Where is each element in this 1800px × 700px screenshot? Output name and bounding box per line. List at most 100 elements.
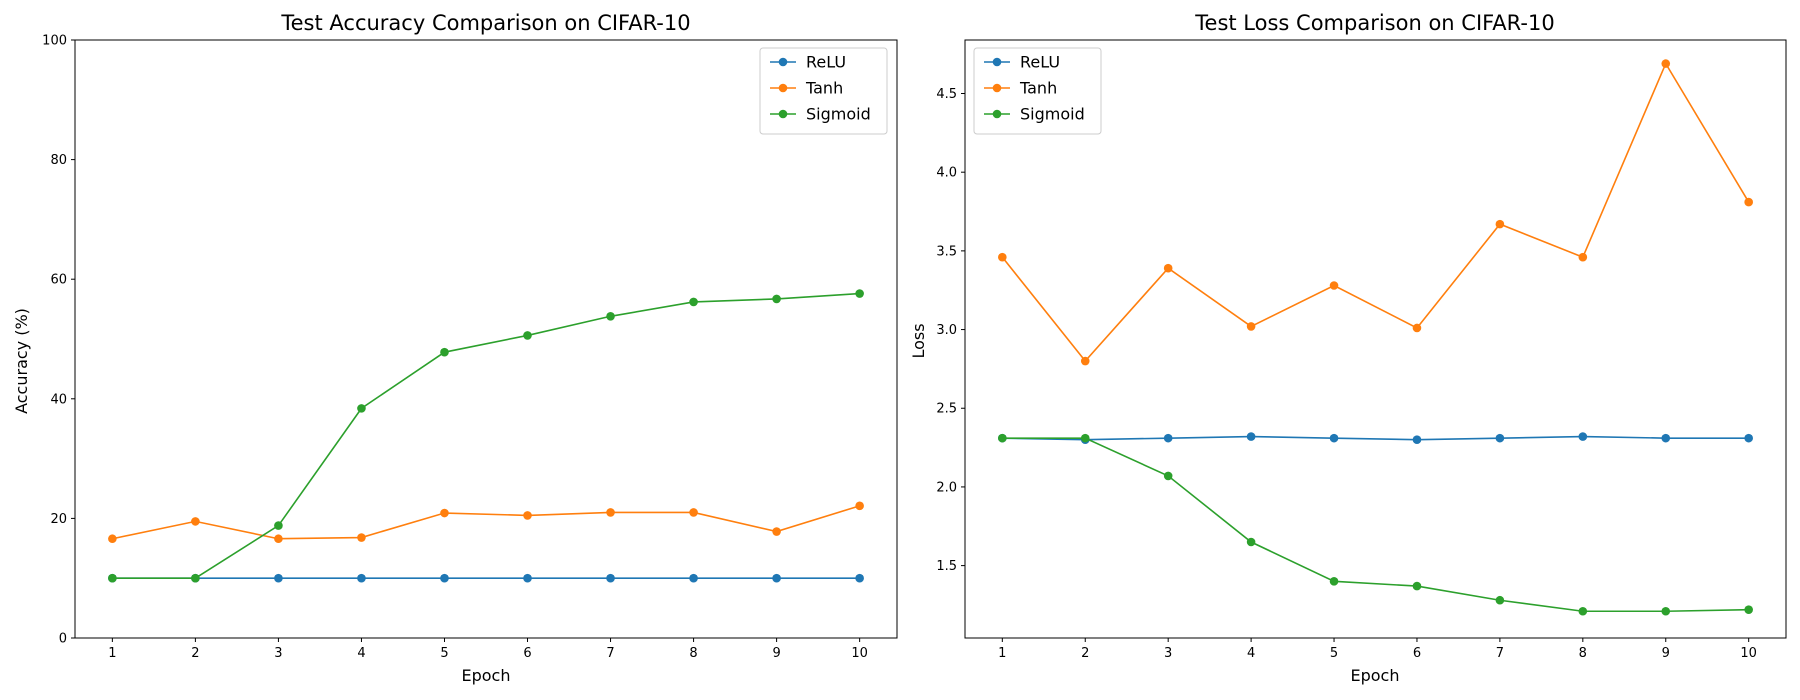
loss-chart-ytick-label: 4.5 [936,87,957,102]
loss-chart-ytick-label: 2.0 [936,480,957,495]
accuracy-chart-xtick-label: 10 [851,646,868,661]
loss-chart-tanh-point [1412,323,1422,333]
accuracy-chart-xtick-label: 8 [689,646,697,661]
loss-chart-xtick-label: 6 [1413,646,1421,661]
loss-chart-relu-point [1495,433,1505,443]
loss-chart-sigmoid-line [1002,437,1749,613]
loss-chart-xtick-label: 5 [1330,646,1338,661]
loss-chart-ytick-label: 1.5 [936,559,957,574]
loss-chart-sigmoid-point [1578,606,1588,616]
accuracy-chart-title: Test Accuracy Comparison on CIFAR-10 [280,11,690,35]
loss-chart-sigmoid-point [1744,605,1753,614]
loss-chart: Test Loss Comparison on CIFAR-10 Epoch L… [909,11,1787,685]
accuracy-chart-sigmoid-point [108,573,117,583]
accuracy-chart-sigmoid-point [606,311,615,321]
accuracy-chart-ytick-label: 100 [42,34,67,49]
loss-chart-legend-box [973,47,1102,135]
loss-chart-xtick-label: 9 [1662,646,1670,661]
accuracy-chart-sigmoid-point [772,294,781,304]
accuracy-chart-legend-sigmoid-label: Sigmoid [806,105,871,124]
loss-chart-tanh-line [1001,61,1750,363]
accuracy-chart-legend-tanh-marker [778,83,788,93]
loss-chart-ytick-label: 4.0 [936,166,957,181]
loss-chart-relu-point [1744,433,1753,443]
accuracy-chart-relu-point [855,573,864,583]
loss-chart-tanh-point [1329,281,1339,290]
loss-chart-sigmoid-point [1495,595,1505,605]
accuracy-chart-xtick-label: 1 [108,646,116,661]
accuracy-chart-xtick-label: 4 [357,646,365,661]
accuracy-chart-legend-relu-marker [778,57,788,67]
accuracy-chart-legend-tanh-label: Tanh [805,79,843,98]
accuracy-chart-xtick-label: 3 [274,646,282,661]
accuracy-chart: Test Accuracy Comparison on CIFAR-10 Epo… [12,11,898,685]
loss-chart-xtick-label: 7 [1496,646,1504,661]
loss-chart-relu-point [1412,435,1422,445]
loss-chart-tanh-point [1163,263,1173,273]
loss-chart-xtick-label: 4 [1247,646,1255,661]
loss-chart-xtick-label: 3 [1164,646,1172,661]
loss-chart-ytick-label: 2.5 [936,402,957,417]
accuracy-chart-legend-box [759,47,888,135]
loss-chart-tanh-point [1661,59,1671,68]
accuracy-chart-tanh-point [191,517,200,526]
accuracy-chart-relu-point [357,573,366,583]
loss-chart-xlabel: Epoch [1351,666,1400,685]
loss-chart-relu-point [1163,433,1173,443]
loss-chart-xtick-label: 1 [998,646,1006,661]
loss-chart-xtick-label: 2 [1081,646,1089,661]
accuracy-chart-sigmoid-point [440,347,449,357]
accuracy-chart-xtick-label: 6 [523,646,531,661]
accuracy-chart-tanh-line [112,505,860,540]
accuracy-chart-plot-frame [74,39,898,639]
accuracy-chart-tanh-point [772,527,781,536]
loss-chart-sigmoid-point [998,433,1007,443]
accuracy-chart-relu-point [274,573,283,583]
loss-chart-relu-line [1002,435,1749,441]
accuracy-chart-ytick-label: 40 [50,392,67,407]
accuracy-chart-xlabel: Epoch [462,666,511,685]
accuracy-chart-tanh-point [440,508,449,518]
accuracy-chart-ytick-label: 80 [50,153,67,168]
loss-chart-legend-tanh-marker [992,83,1002,93]
loss-chart-tanh-point [1246,322,1256,331]
accuracy-chart-tanh-point [855,501,864,511]
accuracy-chart-tanh-point [357,533,366,542]
accuracy-chart-sigmoid-point [523,331,532,340]
accuracy-chart-tanh-point [689,508,698,517]
loss-chart-legend: ReLU Tanh Sigmoid [973,47,1102,135]
loss-chart-legend-sigmoid-marker [992,109,1002,119]
accuracy-chart-legend-sigmoid-marker [778,109,788,119]
loss-chart-relu-point [1578,432,1588,441]
accuracy-chart-tanh-point [606,508,615,517]
accuracy-chart-sigmoid-point [191,573,200,583]
accuracy-chart-ylabel: Accuracy (%) [12,308,31,414]
loss-chart-tanh-point [1495,219,1505,229]
accuracy-chart-ytick-label: 20 [50,512,67,527]
accuracy-chart-tanh-point [108,534,117,544]
loss-chart-sigmoid-point [1163,471,1173,481]
loss-chart-plot-frame [964,39,1787,639]
loss-chart-relu-point [1661,433,1671,443]
loss-chart-legend-relu-label: ReLU [1020,53,1060,72]
loss-chart-xtick-label: 10 [1740,646,1757,661]
accuracy-chart-sigmoid-line [112,292,860,580]
accuracy-chart-ytick-label: 0 [59,632,67,647]
loss-chart-legend-relu-marker [992,57,1002,67]
accuracy-chart-sigmoid-point [855,289,864,298]
loss-chart-relu-point [1329,433,1339,443]
accuracy-chart-sigmoid-point [357,404,366,413]
accuracy-chart-sigmoid-point [274,521,283,530]
loss-chart-tanh-point [1744,197,1753,207]
loss-chart-xtick-label: 8 [1579,646,1587,661]
accuracy-chart-ytick-label: 60 [50,273,67,288]
loss-chart-sigmoid-point [1080,433,1090,443]
loss-chart-sigmoid-point [1246,537,1256,547]
accuracy-chart-relu-point [440,573,449,583]
accuracy-chart-tanh-point [274,534,283,544]
accuracy-chart-sigmoid-point [689,297,698,307]
loss-chart-sigmoid-point [1412,581,1422,591]
accuracy-chart-relu-point [772,573,781,583]
accuracy-chart-legend-relu-label: ReLU [806,53,846,72]
